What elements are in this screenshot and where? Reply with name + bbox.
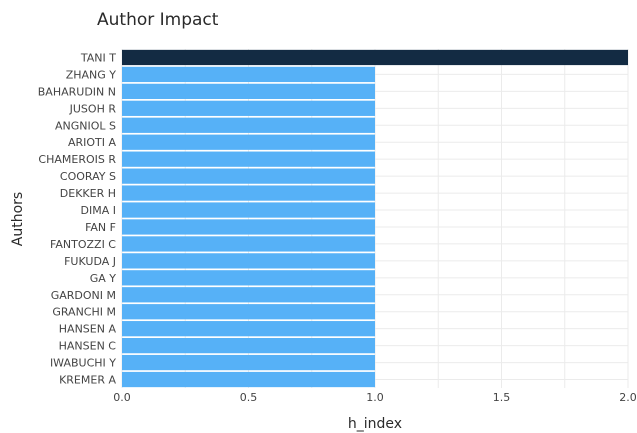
y-tick-label: ZHANG Y [66, 68, 117, 81]
y-tick-label: HANSEN A [59, 323, 117, 336]
y-tick-label: FANTOZZI C [50, 238, 116, 251]
y-tick-label: ARIOTI A [68, 136, 117, 149]
x-tick-label: 1.5 [493, 391, 511, 404]
y-tick-label: GA Y [90, 272, 117, 285]
bar-tani-t[interactable] [122, 49, 628, 66]
y-tick-label: CHAMEROIS R [38, 153, 116, 166]
y-tick-label: KREMER A [59, 374, 116, 387]
y-tick-labels: TANI T ZHANG Y BAHARUDIN N JUSOH R ANGNIOL S… [38, 51, 117, 386]
x-axis-label: h_index [348, 416, 402, 432]
chart-title: Author Impact [97, 10, 219, 30]
y-tick-label: JUSOH R [69, 102, 117, 115]
y-tick-label: COORAY S [60, 170, 116, 183]
bar-fantozzi-c[interactable] [122, 236, 375, 252]
y-tick-label: IWABUCHI Y [50, 357, 116, 370]
y-tick-label: TANI T [80, 51, 116, 64]
y-tick-label: DIMA I [81, 204, 116, 217]
bar-iwabuchi-y[interactable] [122, 354, 375, 371]
y-tick-label: DEKKER H [60, 187, 116, 200]
bar-arioti-a[interactable] [122, 134, 375, 150]
grid [121, 49, 629, 388]
bar-granchi-m[interactable] [122, 304, 375, 320]
y-tick-label: HANSEN C [59, 340, 117, 353]
x-tick-label: 0.5 [240, 391, 258, 404]
bar-baharudin-n[interactable] [122, 83, 375, 100]
bar-dekker-h[interactable] [122, 185, 375, 201]
bar-kremer-a[interactable] [122, 371, 375, 388]
bar-cooray-s[interactable] [122, 168, 375, 184]
y-tick-label: ANGNIOL S [55, 119, 116, 132]
x-tick-label: 2.0 [619, 391, 637, 404]
x-tick-label: 0.0 [113, 391, 131, 404]
bar-fan-f[interactable] [122, 219, 375, 235]
bar-hansen-a[interactable] [122, 321, 375, 337]
bar-gardoni-m[interactable] [122, 287, 375, 303]
bar-chamerois-r[interactable] [122, 151, 375, 167]
x-tick-labels: 0.0 0.5 1.0 1.5 2.0 [113, 391, 637, 404]
y-tick-label: GRANCHI M [52, 306, 116, 319]
bar-ga-y[interactable] [122, 270, 375, 286]
bars [122, 49, 628, 388]
y-axis-label: Authors [10, 192, 26, 246]
bar-fukuda-j[interactable] [122, 253, 375, 269]
y-tick-label: BAHARUDIN N [38, 85, 116, 98]
bar-jusoh-r[interactable] [122, 100, 375, 116]
y-tick-label: GARDONI M [51, 289, 116, 302]
y-tick-label: FAN F [85, 221, 116, 234]
bar-zhang-y[interactable] [122, 66, 375, 83]
x-tick-label: 1.0 [366, 391, 384, 404]
bar-angniol-s[interactable] [122, 117, 375, 133]
bar-dima-i[interactable] [122, 202, 375, 218]
bar-hansen-c[interactable] [122, 337, 375, 354]
y-tick-label: FUKUDA J [64, 255, 116, 268]
